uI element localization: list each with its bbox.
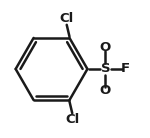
Text: Cl: Cl	[65, 113, 79, 126]
Text: S: S	[100, 63, 110, 75]
Text: F: F	[121, 63, 130, 75]
Text: O: O	[100, 84, 111, 97]
Text: O: O	[100, 41, 111, 54]
Text: Cl: Cl	[60, 12, 74, 25]
